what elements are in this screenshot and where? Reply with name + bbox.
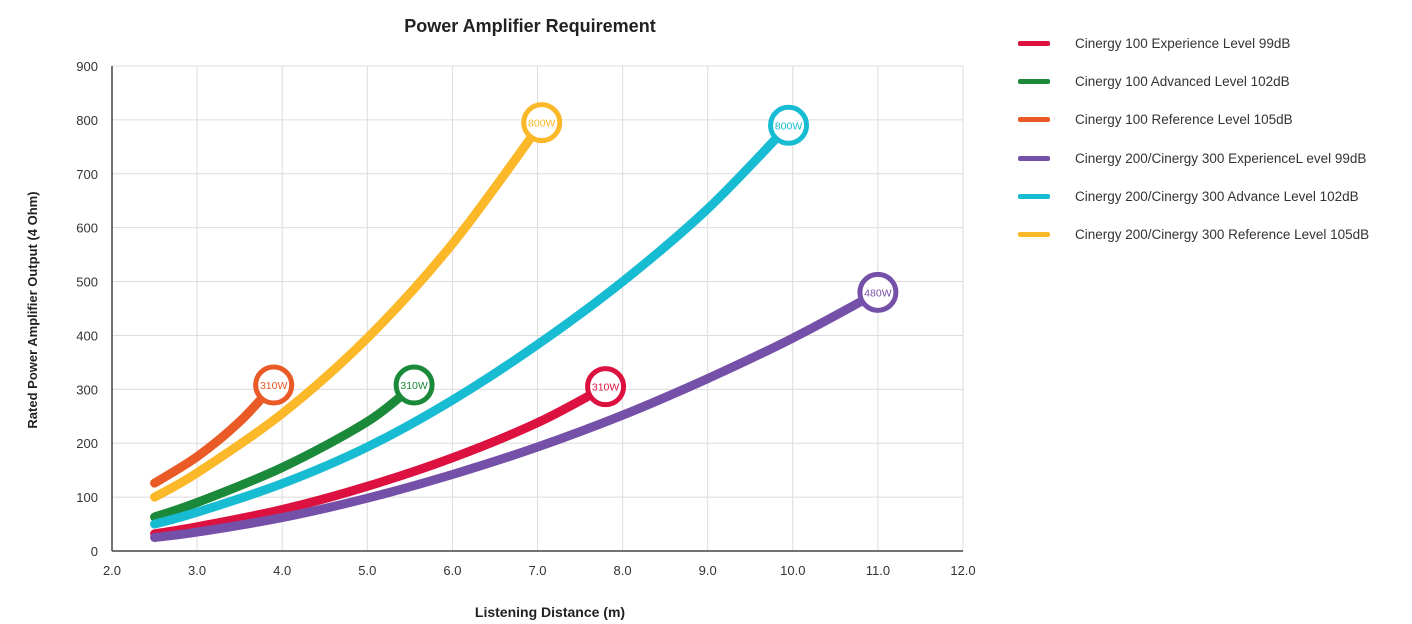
y-tick-label: 200: [76, 436, 98, 451]
series-6: 800W: [150, 102, 563, 502]
y-tick-label: 700: [76, 167, 98, 182]
x-tick-label: 12.0: [950, 563, 975, 578]
x-tick-label: 9.0: [699, 563, 717, 578]
legend-swatch: [1018, 232, 1050, 238]
end-marker: [768, 104, 810, 146]
y-tick-label: 800: [76, 113, 98, 128]
x-tick-label: 4.0: [273, 563, 291, 578]
legend-label: Cinergy 100 Reference Level 105dB: [1075, 112, 1293, 128]
legend-label: Cinergy 200/Cinergy 300 Reference Level …: [1075, 227, 1370, 243]
legend-swatch: [1018, 155, 1050, 161]
series-line: [150, 120, 793, 529]
axes: 2.0 3.0 4.0 5.0 6.0 7.0 8.0 9.0 10.0 11.0 12.0 0 100…: [76, 59, 975, 578]
y-tick-label: 900: [76, 59, 98, 74]
series-4: 480W: [150, 271, 899, 542]
end-value-label: 480W: [864, 287, 892, 299]
legend-item: Cinergy 100 Experience Level 99dB: [1018, 24, 1369, 62]
series-line: [150, 118, 547, 502]
y-tick-label: 100: [76, 490, 98, 505]
x-tick-label: 5.0: [358, 563, 376, 578]
x-tick-label: 10.0: [780, 563, 805, 578]
legend-swatch: [1018, 193, 1050, 199]
x-tick-label: 6.0: [443, 563, 461, 578]
legend-item: Cinergy 200/Cinergy 300 ExperienceL evel…: [1018, 139, 1369, 177]
series-1: 310W: [150, 366, 627, 539]
chart-title: Power Amplifier Requirement: [404, 16, 655, 36]
y-tick-label: 600: [76, 221, 98, 236]
legend-item: Cinergy 200/Cinergy 300 Advance Level 10…: [1018, 177, 1369, 215]
x-tick-label: 3.0: [188, 563, 206, 578]
series-2: 310W: [150, 364, 435, 522]
y-tick-label: 400: [76, 328, 98, 343]
end-marker: [521, 102, 563, 144]
series-line: [150, 380, 279, 488]
end-marker: [253, 364, 295, 406]
series-line: [150, 382, 611, 539]
legend-swatch: [1018, 78, 1050, 84]
legend-swatch: [1018, 117, 1050, 123]
series-3: 310W: [150, 364, 295, 488]
y-tick-label: 0: [91, 544, 98, 559]
x-tick-label: 8.0: [614, 563, 632, 578]
end-value-label: 310W: [400, 380, 428, 392]
x-tick-label: 7.0: [528, 563, 546, 578]
end-value-label: 310W: [260, 380, 288, 392]
x-tick-label: 2.0: [103, 563, 121, 578]
series-5: 800W: [150, 104, 810, 529]
legend-label: Cinergy 200/Cinergy 300 ExperienceL evel…: [1075, 150, 1367, 166]
y-axis-label: Rated Power Amplifier Output (4 Ohm): [25, 191, 40, 428]
legend-label: Cinergy 100 Advanced Level 102dB: [1075, 73, 1290, 89]
legend-swatch: [1018, 40, 1050, 46]
legend-item: Cinergy 200/Cinergy 300 Reference Level …: [1018, 215, 1369, 253]
y-tick-label: 300: [76, 382, 98, 397]
legend-item: Cinergy 100 Advanced Level 102dB: [1018, 62, 1369, 100]
end-marker: [857, 271, 899, 313]
end-value-label: 800W: [775, 120, 803, 132]
y-tick-label: 500: [76, 275, 98, 290]
x-tick-label: 11.0: [866, 563, 890, 578]
legend-item: Cinergy 100 Reference Level 105dB: [1018, 101, 1369, 139]
end-value-label: 800W: [528, 118, 556, 130]
legend-label: Cinergy 100 Experience Level 99dB: [1075, 35, 1291, 51]
legend-label: Cinergy 200/Cinergy 300 Advance Level 10…: [1075, 188, 1359, 204]
end-value-label: 310W: [592, 382, 620, 394]
end-marker: [585, 366, 627, 408]
series-layer: 310W 310W 310W 480W 800W 800W: [150, 102, 899, 542]
x-axis-label: Listening Distance (m): [475, 604, 625, 620]
end-marker: [393, 364, 435, 406]
series-line: [150, 380, 419, 522]
legend: Cinergy 100 Experience Level 99dB Cinergy…: [1018, 24, 1369, 254]
series-line: [150, 287, 883, 542]
